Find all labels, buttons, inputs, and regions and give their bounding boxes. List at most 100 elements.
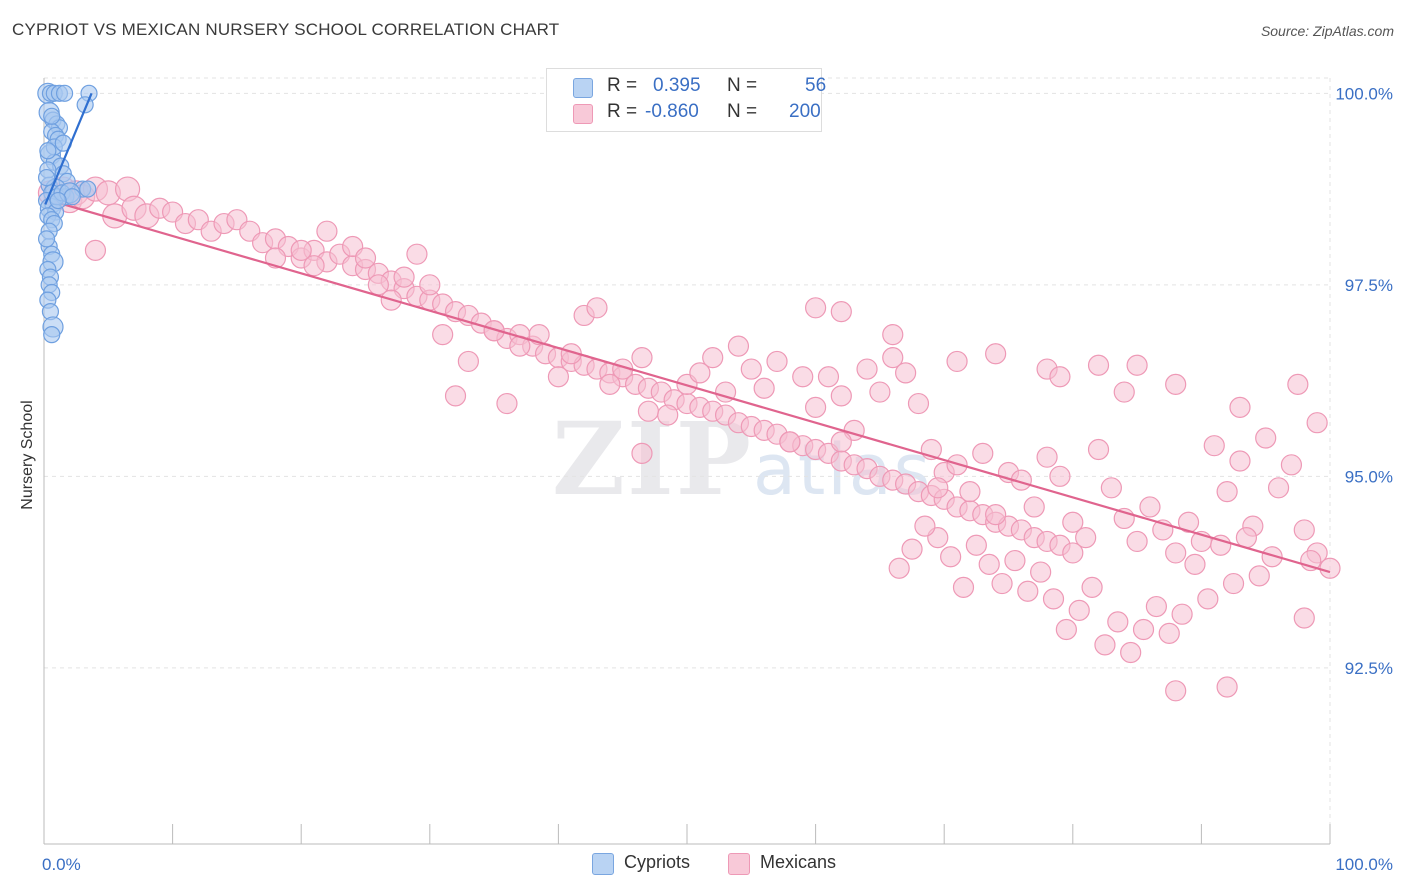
cypriots-point — [37, 230, 56, 248]
legend-n-value-mexicans: 200 — [789, 101, 821, 122]
mexicans-point — [1235, 526, 1258, 549]
mexicans-point — [631, 346, 653, 369]
cypriots-point — [43, 107, 61, 125]
mexicans-point — [1158, 622, 1180, 644]
mexicans-point — [1107, 611, 1129, 633]
mexicans-point — [84, 239, 107, 261]
mexicans-point — [792, 366, 814, 388]
mexicans-point — [1081, 576, 1103, 598]
mexicans-point — [804, 297, 827, 319]
mexicans-point — [689, 362, 711, 384]
mexicans-point — [528, 324, 550, 346]
mexicans-point — [354, 247, 377, 269]
mexicans-point — [1049, 465, 1071, 487]
mexicans-trend-line — [50, 199, 1331, 574]
mexicans-point — [1287, 373, 1309, 395]
mexicans-point — [1165, 373, 1187, 395]
mexicans-point — [1280, 454, 1303, 476]
mexicans-point — [882, 346, 904, 369]
legend-r-label-mexicans: R = — [607, 101, 638, 122]
y-tick-label: 100.0% — [1335, 84, 1393, 103]
mexicans-point — [985, 504, 1007, 526]
mexicans-point — [1216, 676, 1238, 698]
mexicans-point — [1087, 438, 1110, 461]
mexicans-point — [1094, 634, 1116, 656]
mexicans-point — [882, 324, 904, 346]
mexicans-point — [895, 362, 917, 384]
mexicans-point — [830, 431, 852, 453]
mexicans-point — [406, 243, 428, 265]
bottom-legend-label-mexicans: Mexicans — [760, 852, 837, 872]
mexicans-point — [1261, 546, 1283, 568]
legend-n-value-cypriots: 56 — [805, 75, 827, 96]
mexicans-point — [1197, 588, 1219, 610]
mexicans-point — [830, 301, 852, 323]
mexicans-point — [991, 572, 1013, 595]
mexicans-point — [1100, 477, 1122, 499]
mexicans-point — [264, 247, 287, 269]
mexicans-point — [631, 442, 653, 464]
correlation-legend: R = 0.395 N = 56 R = -0.860 N = 200 — [546, 68, 826, 132]
mexicans-point — [1023, 496, 1045, 518]
mexicans-point — [804, 396, 827, 418]
mexicans-point — [547, 366, 570, 388]
mexicans-point — [1049, 366, 1071, 388]
source-label: Source: ZipAtlas.com — [1260, 23, 1394, 39]
mexicans-point — [952, 576, 975, 598]
mexicans-point — [1229, 396, 1251, 418]
mexicans-point — [303, 255, 325, 277]
mexicans-point — [1184, 553, 1206, 576]
mexicans-point — [1132, 618, 1155, 641]
mexicans-point — [419, 274, 441, 296]
cypriots-trend-line — [44, 92, 93, 205]
mexicans-point — [901, 538, 923, 560]
mexicans-point — [1062, 511, 1084, 533]
mexicans-point — [830, 385, 852, 407]
legend-swatch-cypriots — [573, 78, 593, 98]
mexicans-point — [1075, 526, 1097, 549]
cypriots-point — [43, 326, 61, 344]
cypriots-point — [63, 188, 81, 206]
mexicans-point — [1145, 595, 1167, 618]
mexicans-point — [914, 515, 936, 537]
mexicans-point — [1113, 381, 1135, 403]
mexicans-point — [740, 358, 762, 380]
mexicans-point — [1055, 618, 1077, 641]
legend-n-label-cypriots: N = — [727, 75, 758, 96]
mexicans-point — [1030, 561, 1052, 583]
y-tick-label: 95.0% — [1345, 467, 1393, 486]
mexicans-point — [586, 297, 608, 319]
mexicans-point — [1068, 599, 1090, 621]
mexicans-point — [1248, 565, 1270, 587]
mexicans-point — [985, 343, 1007, 365]
mexicans-point — [1126, 354, 1148, 376]
mexicans-point — [1087, 354, 1110, 376]
y-tick-label: 97.5% — [1345, 276, 1393, 295]
mexicans-point — [856, 358, 878, 380]
mexicans-point — [1306, 412, 1328, 434]
mexicans-point — [959, 481, 981, 503]
mexicans-point — [869, 381, 891, 403]
mexicans-point — [393, 266, 415, 288]
mexicans-point — [888, 557, 910, 579]
mexicans-point — [657, 404, 679, 426]
mexicans-point — [1216, 481, 1238, 503]
mexicans-point — [766, 350, 788, 373]
x-tick-label-max: 100.0% — [1335, 855, 1393, 874]
mexicans-point — [1293, 607, 1315, 629]
mexicans-point — [779, 431, 801, 453]
cypriots-point — [49, 191, 67, 210]
mexicans-point — [1042, 588, 1065, 610]
legend-r-value-mexicans: -0.860 — [645, 101, 699, 122]
legend-swatch-mexicans — [573, 104, 593, 124]
mexicans-point — [940, 546, 962, 568]
legend-r-value-cypriots: 0.395 — [653, 75, 701, 96]
mexicans-point — [1267, 477, 1290, 499]
mexicans-point — [965, 534, 987, 556]
mexicans-point — [599, 373, 621, 395]
bottom-legend-label-cypriots: Cypriots — [624, 852, 691, 872]
mexicans-point — [457, 350, 479, 373]
cypriots-point — [37, 168, 56, 187]
cypriots-point — [39, 142, 57, 160]
